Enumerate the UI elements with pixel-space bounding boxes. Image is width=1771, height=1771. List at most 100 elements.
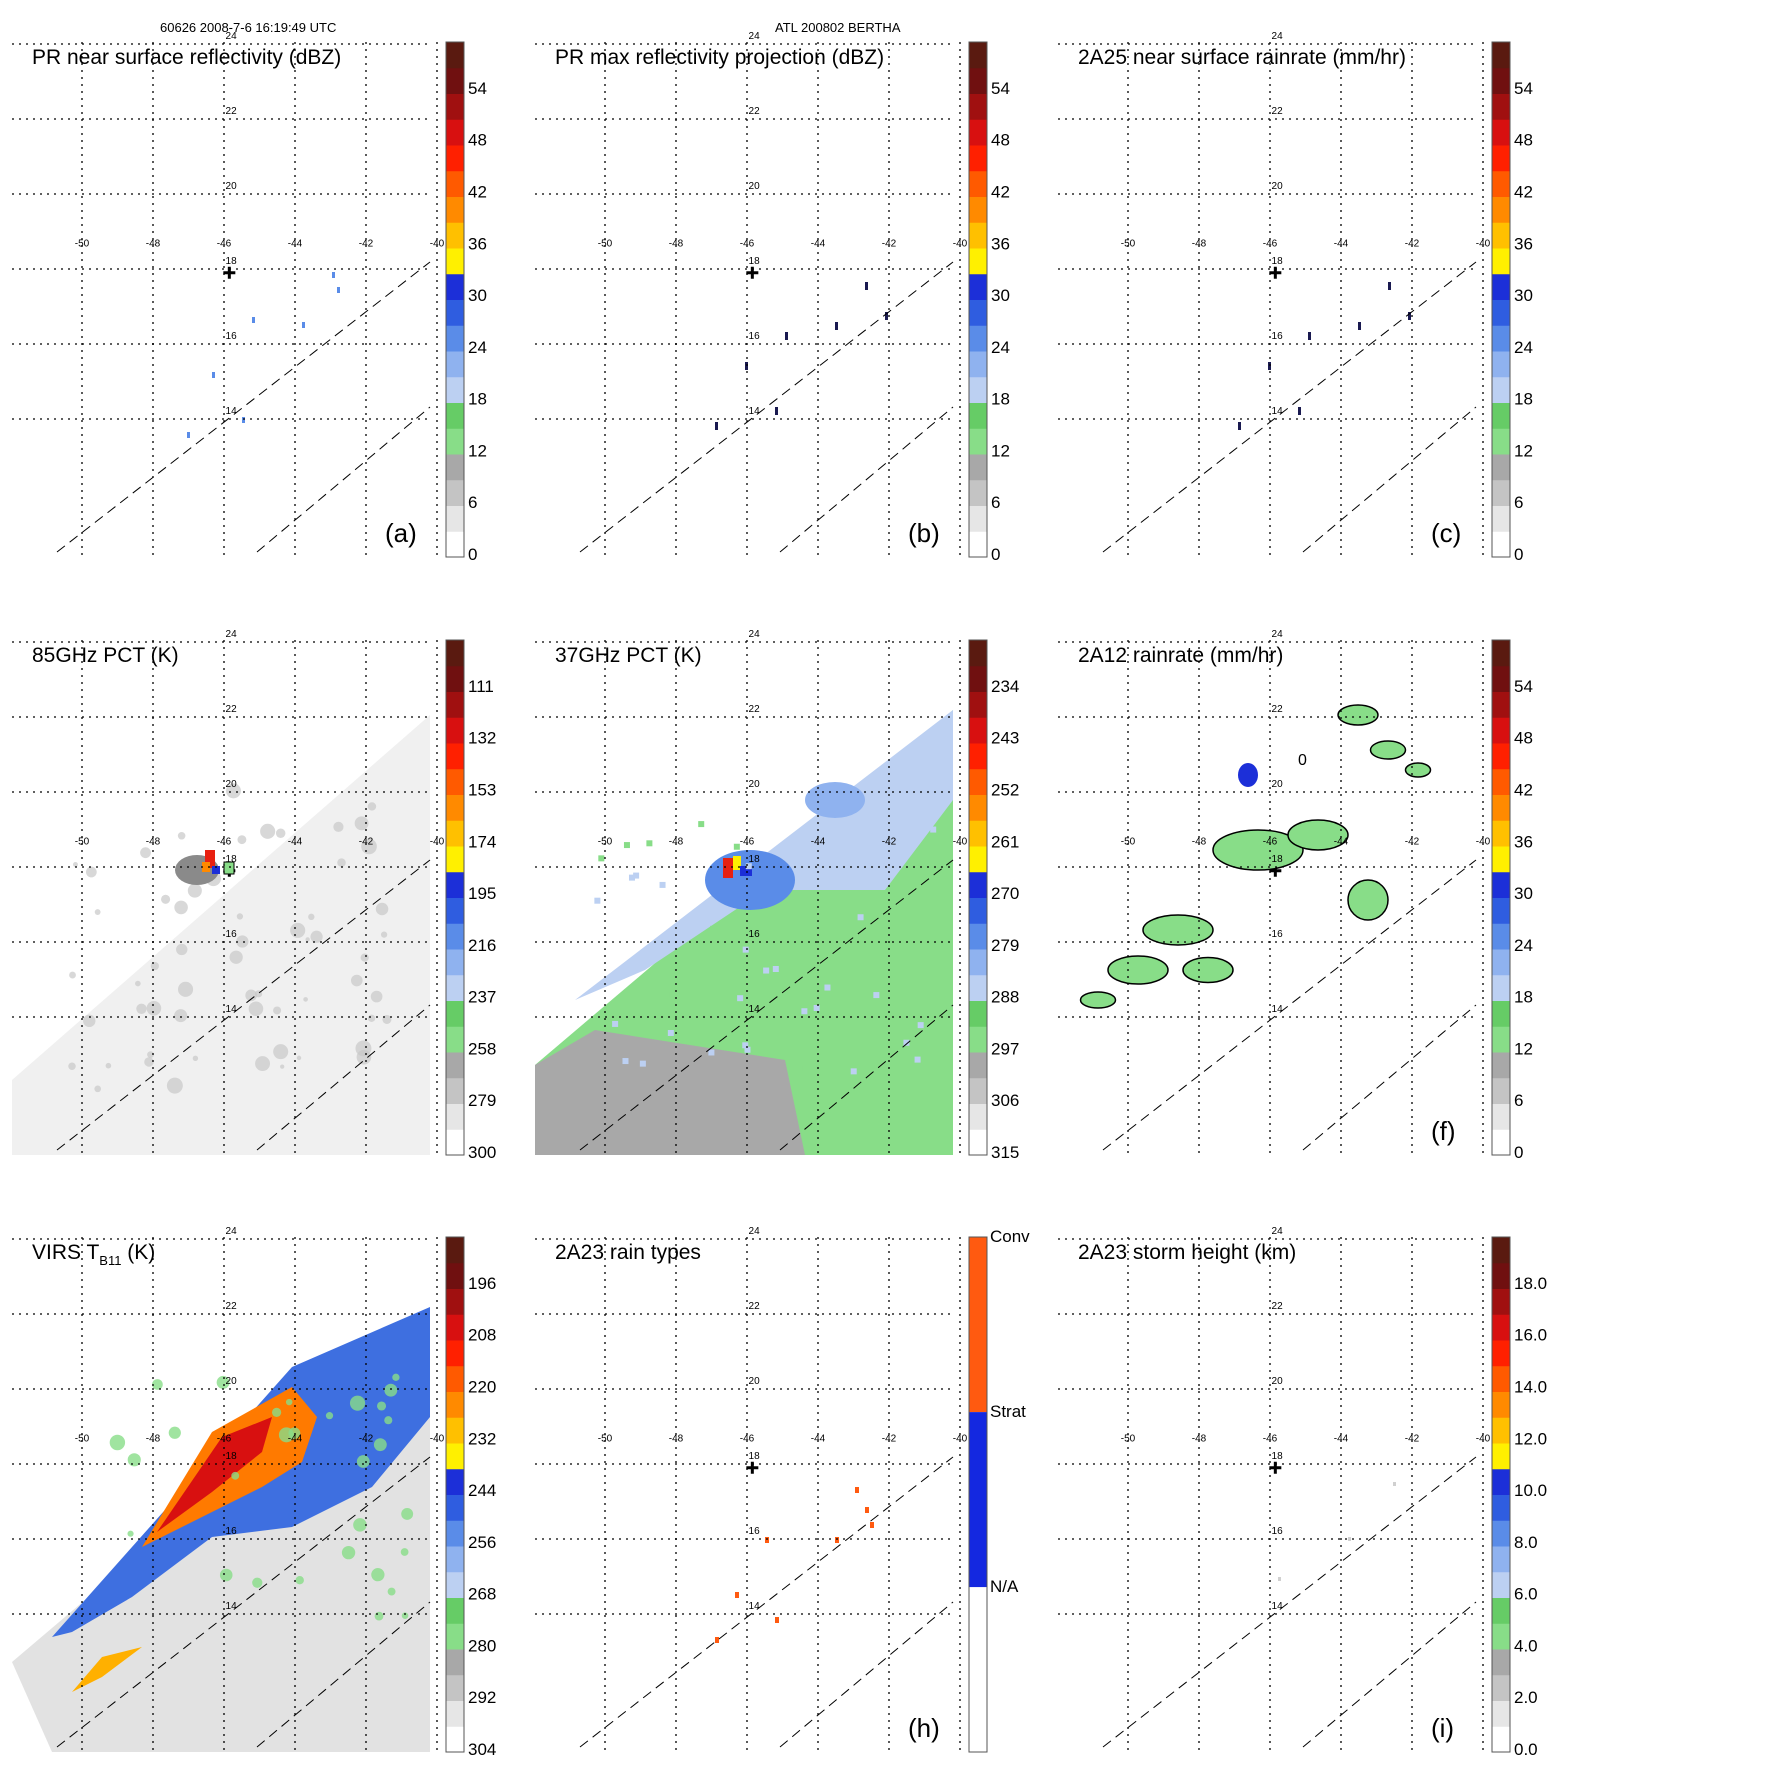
colorbar-segment	[1492, 820, 1510, 847]
lon-tick-label: -44	[1334, 239, 1349, 250]
lon-tick-label: -46	[1263, 239, 1278, 250]
colorbar-segment	[1492, 145, 1510, 172]
colorbar-tick-label: 30	[1514, 884, 1533, 903]
scattered-cloud-cell	[161, 894, 171, 904]
lon-tick-label: -50	[1121, 837, 1136, 848]
colorbar-tick-label: 24	[1514, 936, 1533, 955]
rain-cell	[1348, 1537, 1351, 1541]
panel-title: VIRS TB11 (K)	[32, 1241, 155, 1268]
lon-tick-label: -48	[669, 837, 684, 848]
lon-tick-label: -48	[669, 1434, 684, 1445]
colorbar-conv-segment	[969, 1237, 987, 1413]
colorbar-segment	[1492, 1623, 1510, 1650]
colorbar-tick-label: 54	[991, 79, 1010, 98]
rain-area	[1287, 819, 1349, 851]
colorbar-tick-label: 36	[468, 234, 487, 253]
rain-area	[1107, 955, 1169, 985]
scattered-cloud-cell	[273, 1006, 282, 1015]
colorbar-segment	[446, 505, 464, 532]
colorbar-frame	[1491, 639, 1511, 1156]
pixel-noise	[873, 992, 880, 999]
orbit-time-header: 60626 2008-7-6 16:19:49 UTC	[160, 20, 337, 35]
colorbar-segment	[1492, 1391, 1510, 1418]
lat-tick-label: 22	[749, 704, 761, 715]
colorbar-segment	[1492, 479, 1510, 506]
lon-tick-label: -40	[1476, 837, 1491, 848]
colorbar-segment	[1492, 196, 1510, 223]
precip-cells-0	[187, 272, 340, 438]
colorbar-segment	[1492, 93, 1510, 120]
precip-cells-7	[715, 1487, 874, 1643]
colorbar-segment	[969, 743, 987, 770]
lon-tick-label: -44	[1334, 837, 1349, 848]
colorbar-segment	[1492, 67, 1510, 94]
colorbar-segment	[1492, 402, 1510, 429]
colorbar-segment	[969, 1129, 987, 1156]
colorbar-tick-label: 30	[991, 286, 1010, 305]
colorbar-segment	[1492, 222, 1510, 249]
panel-b: PR max reflectivity projection (dBZ) (b)	[555, 46, 940, 548]
scattered-cloud-cell	[273, 1044, 289, 1060]
colorbar-segment	[969, 871, 987, 898]
grid-0: 24 22 20 18 16 14 -50 -48 -46 -44 -42 -40	[12, 31, 445, 557]
colorbar-tick-label: 36	[1514, 234, 1533, 253]
colorbar-tick-label: 42	[1514, 780, 1533, 799]
colorbar-segment	[446, 428, 464, 455]
colorbar-segment	[446, 1103, 464, 1130]
colorbar-segment	[446, 1726, 464, 1753]
cloud-fragment	[349, 1395, 366, 1411]
colorbar-tick-label: 12	[468, 441, 487, 460]
colorbar-segment	[1492, 531, 1510, 558]
colorbar-tick-label: 6	[468, 493, 477, 512]
scattered-cloud-cell	[280, 1064, 285, 1069]
pixel-noise	[772, 965, 779, 972]
colorbar-segment	[1492, 1468, 1510, 1495]
lon-tick-label: -46	[740, 837, 755, 848]
storm-core-cell	[733, 856, 741, 870]
scattered-cloud-cell	[187, 883, 202, 898]
colorbar-tick-label: 0	[991, 545, 1000, 564]
colorbar-7: N/A Strat Conv	[968, 1227, 1030, 1753]
grid-6: 24 22 20 18 16 14 -50 -48 -46 -44 -42 -40	[12, 1226, 445, 1752]
colorbar-segment	[1492, 376, 1510, 403]
colorbar-segment	[446, 1237, 464, 1264]
colorbar-tick-label: 288	[991, 988, 1019, 1007]
rain-area	[1079, 991, 1117, 1009]
colorbar-segment	[1492, 1546, 1510, 1573]
lon-tick-label: -46	[1263, 837, 1278, 848]
colorbar-segment	[969, 454, 987, 481]
colorbar-tick-label: 0	[1514, 1143, 1523, 1162]
colorbar-segment	[446, 196, 464, 223]
panel-letter: (a)	[385, 518, 417, 548]
lat-tick-label: 22	[1272, 1301, 1284, 1312]
colorbar-segment	[446, 974, 464, 1001]
lon-tick-label: -42	[359, 1434, 374, 1445]
colorbar-tick-label: 30	[468, 286, 487, 305]
rain-cell	[1308, 332, 1311, 340]
rain-cell	[715, 422, 718, 430]
scattered-cloud-cell	[236, 935, 249, 948]
colorbar-segment	[1492, 1726, 1510, 1753]
lat-tick-label: 22	[749, 1301, 761, 1312]
lat-tick-label: 24	[1272, 629, 1284, 640]
scattered-cloud-cell	[225, 783, 241, 799]
rain-cell	[302, 322, 305, 328]
scattered-cloud-cell	[177, 831, 186, 840]
panel-letter: (f)	[1431, 1116, 1456, 1146]
panel-title: 2A23 rain types	[555, 1241, 701, 1264]
colorbar-tick-label: 30	[1514, 286, 1533, 305]
lat-tick-label: 14	[226, 1004, 238, 1015]
colorbar-tick-label: 18	[468, 390, 487, 409]
colorbar-segment	[969, 794, 987, 821]
colorbar-segment	[446, 1571, 464, 1598]
colorbar-segment	[969, 505, 987, 532]
colorbar-frame	[968, 1236, 988, 1753]
cloud-fragment	[371, 1568, 385, 1582]
colorbar-segment	[969, 1026, 987, 1053]
scattered-cloud-cell	[382, 1014, 392, 1024]
colorbar-segment	[1492, 1103, 1510, 1130]
precip-cells-8	[1278, 1482, 1396, 1581]
colorbar-segment	[446, 1417, 464, 1444]
colorbar-segment	[969, 1000, 987, 1027]
scattered-cloud-cell	[150, 961, 159, 971]
